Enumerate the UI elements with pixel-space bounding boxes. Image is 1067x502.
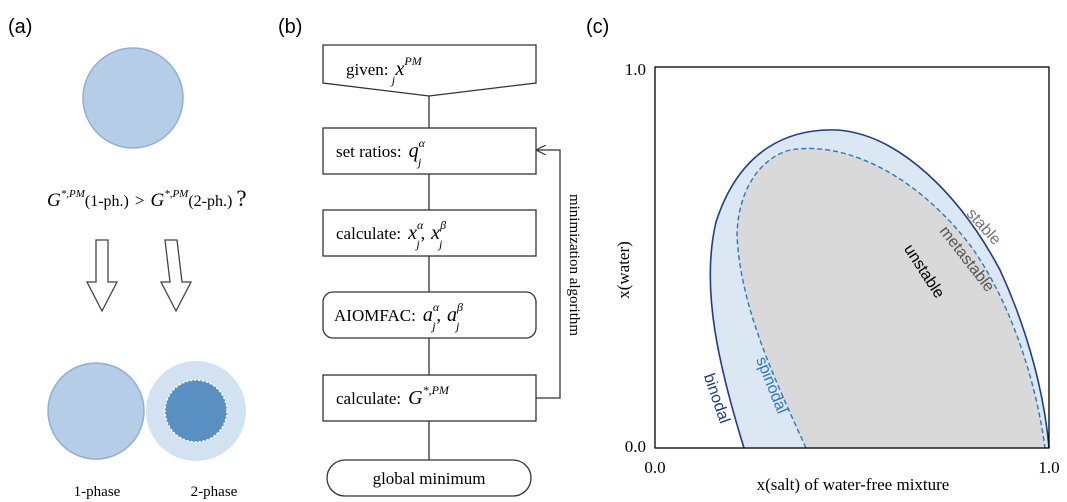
given-label: given: <box>346 60 389 79</box>
panel-a: (a) G*,PM(1-ph.) > G*,PM(2-ph.)? 1-phase 2… <box>8 16 247 500</box>
calc1-sub2: j <box>437 237 443 251</box>
aiomfac-sep: , <box>437 305 442 325</box>
y-tick-bottom: 0.0 <box>625 437 646 456</box>
loop-label: minimization algorithm <box>566 194 582 336</box>
ratio-var: q <box>409 140 419 162</box>
ratio-sub: j <box>416 155 422 169</box>
global-minimum-box <box>326 459 532 497</box>
panel-b: (b) given: xPM j set ratios: qα j calculate:… <box>278 16 582 497</box>
calc1-sup1: α <box>417 218 424 232</box>
aiomfac-var2: a <box>447 304 457 326</box>
calc1-var1: x <box>407 222 417 244</box>
one-phase-label: 1-phase <box>74 484 121 500</box>
g-sup-left: *,PM <box>61 188 86 200</box>
calc1-sep: , <box>421 223 426 243</box>
aiomfac-var1: a <box>423 304 433 326</box>
calculate-x-text: calculate: xα j, xβ j <box>336 218 446 251</box>
panel-a-label: (a) <box>8 16 32 38</box>
given-text: given: xPM j <box>346 54 423 87</box>
particle-circle <box>82 47 184 149</box>
y-axis-label: x(water) <box>614 241 633 299</box>
spinodal-curve <box>736 147 1046 449</box>
calc1-label: calculate: <box>336 224 401 243</box>
calculate-g-box <box>322 374 537 422</box>
panel-b-label: (b) <box>278 16 302 38</box>
two-phase-label: 2-phase <box>191 484 238 500</box>
arg-left: (1-ph.) <box>85 193 129 210</box>
set-ratios-label: set ratios: <box>336 142 402 161</box>
aiomfac-box <box>322 291 537 339</box>
set-ratios-box <box>322 127 537 175</box>
gibbs-comparison: G*,PM(1-ph.) > G*,PM(2-ph.)? <box>47 186 247 211</box>
calc1-sub1: j <box>414 237 420 251</box>
gt-operator: > <box>135 191 145 210</box>
given-sub: j <box>390 73 396 87</box>
panel-c-label: (c) <box>586 16 609 38</box>
calculate-x-box <box>322 209 537 257</box>
ratio-sup: α <box>419 136 426 150</box>
two-phase-core <box>164 379 228 443</box>
unstable-region <box>737 148 1045 449</box>
hollow-arrow-right <box>159 239 193 313</box>
calc1-var2: x <box>430 222 440 244</box>
calc1-sup2: β <box>439 218 446 232</box>
x-tick-right: 1.0 <box>1038 458 1059 477</box>
g-sup-right: *,PM <box>164 188 189 200</box>
calc2-sup: *,PM <box>423 383 450 397</box>
given-var: x <box>395 58 405 80</box>
gibbs-comparison-text: G*,PM(1-ph.) > G*,PM(2-ph.)? <box>47 186 247 211</box>
plot-frame <box>654 66 1050 449</box>
arg-right: (2-ph.) <box>188 193 232 210</box>
question-mark: ? <box>236 186 246 211</box>
calc2-var: G <box>408 387 423 409</box>
aiomfac-label: AIOMFAC: <box>334 306 416 325</box>
aiomfac-sup1: α <box>433 300 440 314</box>
calculate-g-text: calculate: G*,PM <box>336 383 450 409</box>
y-tick-top: 1.0 <box>625 60 646 79</box>
panel-c: (c) 1.0 0.0 0.0 1.0 x(salt) of water-fre… <box>586 16 1060 494</box>
set-ratios-text: set ratios: qα j <box>336 136 426 169</box>
aiomfac-sub1: j <box>430 319 436 333</box>
x-tick-left: 0.0 <box>644 458 665 477</box>
loop-arrow <box>536 150 561 399</box>
given-box <box>322 44 537 97</box>
aiomfac-sub2: j <box>454 319 460 333</box>
g-symbol-left: G <box>47 190 61 211</box>
g-symbol-right: G <box>150 190 164 211</box>
aiomfac-sup2: β <box>456 300 463 314</box>
hollow-arrow-left <box>85 239 119 313</box>
calc2-label: calculate: <box>336 389 401 408</box>
x-axis-label: x(salt) of water-free mixture <box>757 475 950 494</box>
one-phase-particle <box>47 362 145 460</box>
aiomfac-text: AIOMFAC: aα j, aβ j <box>334 300 463 333</box>
given-sup: PM <box>403 54 422 68</box>
global-minimum-label: global minimum <box>373 469 486 488</box>
binodal-curve <box>709 129 1050 449</box>
